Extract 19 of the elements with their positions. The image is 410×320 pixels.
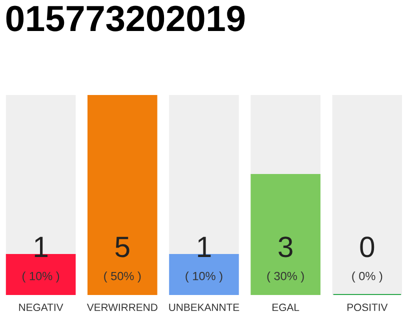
data-label: 5 <box>115 236 130 258</box>
bar <box>332 95 402 296</box>
data-label: 3 <box>278 236 292 258</box>
bar <box>87 95 158 296</box>
annotation: ( 0% ) <box>352 272 382 283</box>
x-tick-label: EGAL <box>272 304 300 312</box>
data-label: 1 <box>198 236 211 257</box>
x-tick-label: VERWIRREND <box>86 304 158 311</box>
data-label: 0 <box>360 236 374 258</box>
annotation: ( 30% ) <box>267 272 304 283</box>
annotation: ( 10% ) <box>186 272 222 283</box>
chart-title: 015773202019 <box>6 6 245 32</box>
annotation: ( 10% ) <box>22 272 60 283</box>
x-tick-label: UNBEKANNTE <box>169 304 240 312</box>
x-tick-label: POSITIV <box>347 304 388 312</box>
x-tick-label: NEGATIV <box>19 304 64 312</box>
data-label: 1 <box>34 236 48 257</box>
bar <box>250 174 320 296</box>
annotation: ( 50% ) <box>104 272 141 283</box>
